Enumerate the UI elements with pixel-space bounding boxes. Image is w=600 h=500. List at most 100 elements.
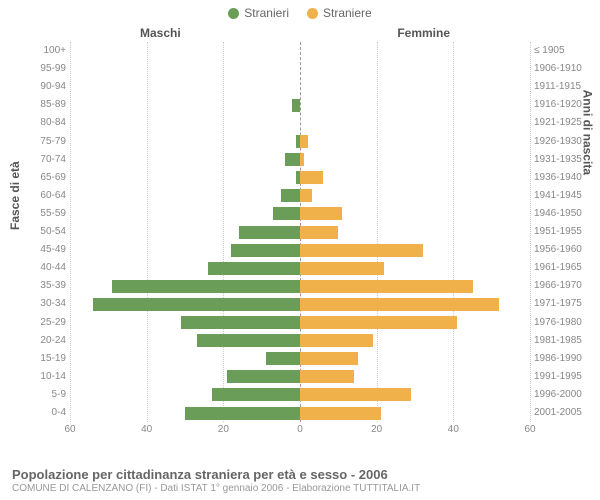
legend: Stranieri Straniere	[0, 0, 600, 20]
bar-female	[300, 352, 358, 365]
bar-female	[300, 153, 304, 166]
pyramid-row: 95-991906-1910	[70, 60, 530, 78]
birth-year-label: 1941-1945	[534, 187, 590, 205]
age-label: 85-89	[22, 96, 66, 114]
x-tick-label: 20	[218, 424, 229, 435]
age-label: 5-9	[22, 386, 66, 404]
birth-year-label: 1956-1960	[534, 241, 590, 259]
birth-year-label: 1916-1920	[534, 96, 590, 114]
age-label: 0-4	[22, 404, 66, 422]
pyramid-row: 45-491956-1960	[70, 241, 530, 259]
pyramid-row: 65-691936-1940	[70, 169, 530, 187]
age-label: 95-99	[22, 60, 66, 78]
birth-year-label: 1906-1910	[534, 60, 590, 78]
bar-male	[266, 352, 301, 365]
birth-year-label: 1926-1930	[534, 133, 590, 151]
age-label: 40-44	[22, 259, 66, 277]
legend-male-label: Stranieri	[244, 6, 289, 20]
footer-title: Popolazione per cittadinanza straniera p…	[12, 467, 588, 482]
legend-female-label: Straniere	[323, 6, 372, 20]
age-label: 90-94	[22, 78, 66, 96]
bar-male	[112, 280, 300, 293]
age-label: 15-19	[22, 350, 66, 368]
y-axis-left-label: Fasce di età	[8, 161, 22, 230]
bar-male	[273, 207, 300, 220]
birth-year-label: ≤ 1905	[534, 42, 590, 60]
pyramid-row: 15-191986-1990	[70, 350, 530, 368]
bar-male	[281, 189, 300, 202]
age-label: 35-39	[22, 277, 66, 295]
age-label: 60-64	[22, 187, 66, 205]
pyramid-row: 75-791926-1930	[70, 133, 530, 151]
birth-year-label: 1961-1965	[534, 259, 590, 277]
pyramid-row: 60-641941-1945	[70, 187, 530, 205]
bar-male	[227, 370, 300, 383]
legend-swatch-male	[228, 8, 239, 19]
legend-female: Straniere	[307, 6, 372, 20]
chart-container: Stranieri Straniere Fasce di età Anni di…	[0, 0, 600, 500]
birth-year-label: 1991-1995	[534, 368, 590, 386]
bar-female	[300, 370, 354, 383]
age-label: 50-54	[22, 223, 66, 241]
age-label: 20-24	[22, 332, 66, 350]
pyramid-rows: 100+≤ 190595-991906-191090-941911-191585…	[70, 42, 530, 422]
bar-female	[300, 262, 384, 275]
bar-female	[300, 407, 381, 420]
age-label: 45-49	[22, 241, 66, 259]
birth-year-label: 1976-1980	[534, 314, 590, 332]
age-label: 25-29	[22, 314, 66, 332]
bar-female	[300, 135, 308, 148]
grid-line	[530, 42, 531, 422]
legend-male: Stranieri	[228, 6, 289, 20]
age-label: 10-14	[22, 368, 66, 386]
bar-male	[197, 334, 301, 347]
birth-year-label: 1951-1955	[534, 223, 590, 241]
age-label: 55-59	[22, 205, 66, 223]
pyramid-row: 5-91996-2000	[70, 386, 530, 404]
x-tick-label: 0	[297, 424, 303, 435]
birth-year-label: 1986-1990	[534, 350, 590, 368]
age-label: 80-84	[22, 114, 66, 132]
bar-female	[300, 316, 457, 329]
legend-swatch-female	[307, 8, 318, 19]
bar-female	[300, 189, 312, 202]
footer-subtitle: COMUNE DI CALENZANO (FI) - Dati ISTAT 1°…	[12, 483, 588, 494]
birth-year-label: 1996-2000	[534, 386, 590, 404]
birth-year-label: 1946-1950	[534, 205, 590, 223]
age-label: 30-34	[22, 295, 66, 313]
pyramid-row: 30-341971-1975	[70, 295, 530, 313]
bar-female	[300, 280, 473, 293]
x-tick-label: 60	[524, 424, 535, 435]
birth-year-label: 1931-1935	[534, 151, 590, 169]
chart-footer: Popolazione per cittadinanza straniera p…	[12, 467, 588, 494]
birth-year-label: 1971-1975	[534, 295, 590, 313]
column-title-female: Femmine	[397, 26, 450, 40]
bar-female	[300, 244, 423, 257]
pyramid-row: 80-841921-1925	[70, 114, 530, 132]
pyramid-row: 35-391966-1970	[70, 277, 530, 295]
birth-year-label: 1966-1970	[534, 277, 590, 295]
bar-female	[300, 207, 342, 220]
column-title-male: Maschi	[140, 26, 181, 40]
x-tick-label: 60	[64, 424, 75, 435]
age-label: 65-69	[22, 169, 66, 187]
x-tick-label: 40	[448, 424, 459, 435]
age-label: 75-79	[22, 133, 66, 151]
pyramid-row: 100+≤ 1905	[70, 42, 530, 60]
pyramid-row: 25-291976-1980	[70, 314, 530, 332]
age-label: 100+	[22, 42, 66, 60]
birth-year-label: 1921-1925	[534, 114, 590, 132]
pyramid-row: 40-441961-1965	[70, 259, 530, 277]
bar-female	[300, 226, 338, 239]
pyramid-row: 20-241981-1985	[70, 332, 530, 350]
bar-male	[239, 226, 300, 239]
chart-area: Maschi Femmine 100+≤ 190595-991906-19109…	[70, 42, 530, 442]
birth-year-label: 1936-1940	[534, 169, 590, 187]
bar-male	[93, 298, 300, 311]
bar-female	[300, 334, 373, 347]
bar-male	[285, 153, 300, 166]
birth-year-label: 1981-1985	[534, 332, 590, 350]
pyramid-row: 85-891916-1920	[70, 96, 530, 114]
bar-male	[181, 316, 300, 329]
pyramid-row: 55-591946-1950	[70, 205, 530, 223]
